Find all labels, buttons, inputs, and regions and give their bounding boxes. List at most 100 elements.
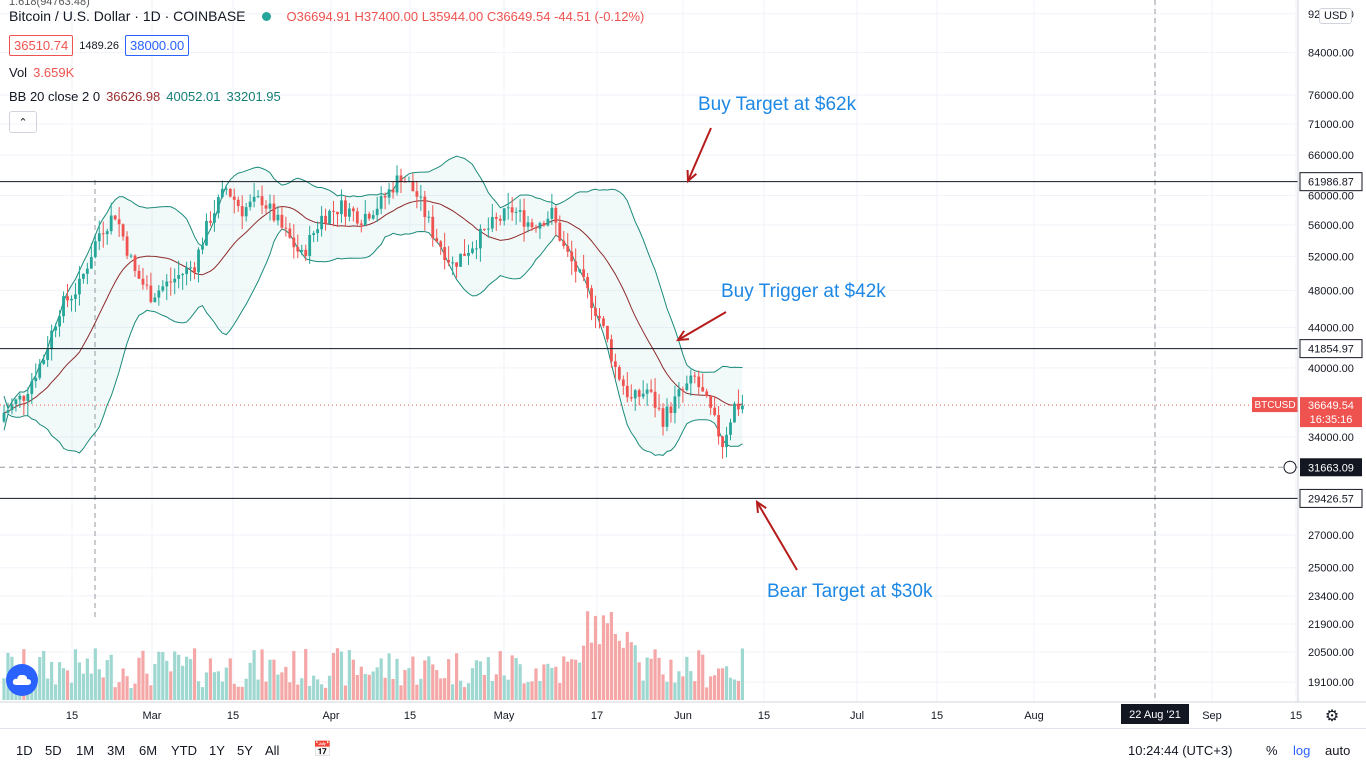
volume-bar	[689, 671, 693, 700]
candle-body	[514, 211, 518, 213]
volume-bar	[320, 684, 324, 700]
arrow-head	[755, 500, 767, 514]
candle-body	[129, 255, 133, 257]
candle-body	[78, 278, 81, 295]
close-value: C36649.54	[486, 8, 551, 24]
clock[interactable]: 10:24:44 (UTC+3)	[1128, 743, 1233, 758]
candle-body	[145, 284, 149, 286]
volume-bar	[621, 647, 625, 700]
price-tick-label: 60000.00	[1308, 191, 1354, 203]
candle-body	[252, 196, 256, 202]
volume-bar	[661, 674, 665, 700]
candle-body	[467, 252, 470, 256]
sell-price-button[interactable]: 36510.74	[9, 35, 74, 56]
chevron-up-icon: ⌃	[18, 116, 28, 129]
candle-body	[455, 262, 458, 267]
bollinger-bands	[3, 155, 743, 456]
candle-body	[324, 215, 327, 224]
volume-bar	[701, 654, 705, 700]
volume-bar	[474, 660, 479, 700]
timeframe-5d[interactable]: 5D	[45, 743, 62, 758]
buy-price-button[interactable]: 38000.00	[125, 35, 190, 56]
annotations: Buy Target at $62k Buy Trigger at $42k Bea…	[676, 94, 933, 602]
volume-bar	[629, 642, 633, 700]
volume-bar	[518, 664, 522, 700]
candle-body	[26, 393, 30, 401]
candle-body	[22, 395, 26, 401]
candle-body	[197, 249, 200, 273]
tradingview-logo[interactable]	[6, 664, 38, 696]
volume-bar	[740, 648, 745, 700]
date-range-icon[interactable]: 📅	[313, 741, 332, 758]
volume-bar	[343, 685, 348, 700]
candle-body	[645, 389, 649, 394]
currency-button[interactable]: USD	[1319, 8, 1353, 24]
candle-body	[189, 267, 192, 269]
candle-body	[701, 387, 705, 392]
candle-body	[105, 231, 109, 235]
candle-body	[479, 228, 482, 249]
volume-bar	[145, 673, 149, 700]
candle-body	[141, 278, 145, 285]
time-tick-label: 15	[66, 710, 78, 722]
price-tick-label: 71000.00	[1308, 119, 1354, 131]
timeframe-ytd[interactable]: YTD	[171, 743, 197, 758]
candle-body	[224, 188, 228, 190]
volume-bar	[252, 650, 256, 700]
candle-body	[109, 215, 113, 232]
volume-bar	[129, 687, 133, 700]
time-tick-label: 15	[227, 710, 239, 722]
auto-toggle[interactable]: auto	[1325, 743, 1351, 758]
volume-bar	[244, 678, 248, 700]
candle-body	[272, 203, 276, 221]
candle-body	[637, 390, 641, 397]
volume-bar	[677, 671, 681, 700]
volume-bar	[574, 659, 578, 700]
candle-body	[471, 248, 474, 253]
volume-bar	[435, 670, 439, 700]
volume-bar	[625, 631, 629, 700]
collapse-legend-button[interactable]: ⌃	[9, 111, 37, 133]
candle-body	[475, 248, 478, 250]
log-toggle[interactable]: log	[1293, 743, 1311, 758]
candle-body	[653, 391, 657, 408]
volume-bar	[494, 674, 498, 700]
timeframe-5y[interactable]: 5Y	[237, 743, 253, 758]
gear-icon[interactable]: ⚙	[1325, 708, 1339, 725]
level-price-label: 29426.57	[1308, 493, 1354, 505]
volume-bar	[601, 615, 606, 700]
timeframe-3m[interactable]: 3M	[107, 743, 126, 758]
volume-bar	[173, 651, 177, 700]
candle-body	[232, 196, 236, 200]
candle-body	[502, 208, 506, 221]
time-axis: 15 Mar 15 Apr 15 May 17 Jun 15 Jul 15 Aug 22 Aug '21…	[0, 701, 1366, 725]
candle-body	[625, 385, 629, 398]
volume-bar	[232, 683, 236, 700]
volume-bar	[534, 668, 538, 700]
volume-bar	[379, 658, 383, 700]
symbol-title[interactable]: Bitcoin / U.S. Dollar · 1D · COINBASE	[9, 8, 246, 24]
price-tick-label: 19100.00	[1308, 677, 1354, 689]
volume-bar	[296, 684, 300, 700]
candle-body	[50, 330, 54, 350]
timeframe-1d[interactable]: 1D	[16, 743, 33, 758]
volume-bar	[347, 650, 351, 700]
grid	[0, 0, 1298, 702]
timeframe-all[interactable]: All	[265, 743, 280, 758]
timeframe-1y[interactable]: 1Y	[209, 743, 225, 758]
percent-toggle[interactable]: %	[1266, 743, 1278, 758]
volume-bar	[415, 684, 419, 700]
candle-body	[590, 288, 593, 309]
candle-body	[729, 422, 732, 435]
candle-body	[510, 207, 514, 213]
candle-body	[550, 207, 554, 219]
level-price-box	[1299, 488, 1363, 508]
volume-bar	[693, 681, 697, 700]
timeframe-6m[interactable]: 6M	[139, 743, 158, 758]
candle-body	[125, 236, 129, 256]
timeframe-1m[interactable]: 1M	[76, 743, 95, 758]
volume-bar	[724, 666, 729, 700]
price-chart[interactable]: BTCUSD Buy Target at $62k Buy Trigger at …	[0, 0, 1366, 728]
candle-body	[447, 260, 451, 263]
candle-body	[42, 359, 46, 364]
